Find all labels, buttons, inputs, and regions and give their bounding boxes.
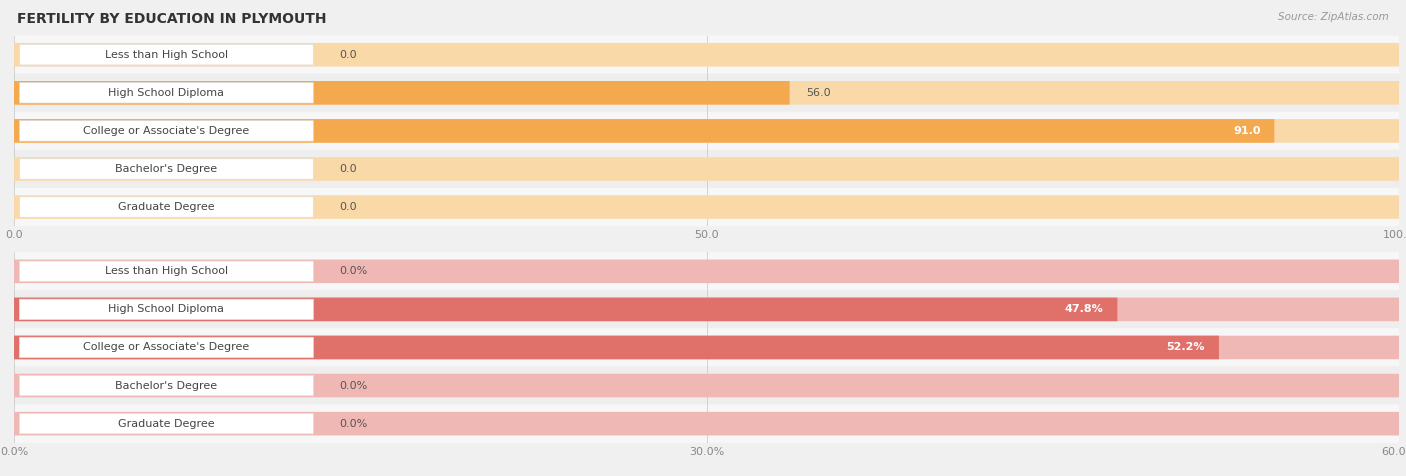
FancyBboxPatch shape [14,43,1399,67]
FancyBboxPatch shape [14,188,1399,226]
Text: High School Diploma: High School Diploma [108,88,225,98]
FancyBboxPatch shape [14,150,1399,188]
FancyBboxPatch shape [20,121,314,141]
FancyBboxPatch shape [14,119,1274,143]
Text: 0.0: 0.0 [339,164,357,174]
Text: 0.0%: 0.0% [339,266,368,277]
Text: Graduate Degree: Graduate Degree [118,418,215,429]
FancyBboxPatch shape [14,336,1219,359]
FancyBboxPatch shape [14,81,790,105]
FancyBboxPatch shape [14,367,1399,405]
FancyBboxPatch shape [14,328,1399,367]
Text: 0.0%: 0.0% [339,380,368,391]
FancyBboxPatch shape [20,159,314,179]
FancyBboxPatch shape [14,252,1399,290]
Text: College or Associate's Degree: College or Associate's Degree [83,342,249,353]
Text: Less than High School: Less than High School [105,50,228,60]
Text: Bachelor's Degree: Bachelor's Degree [115,164,218,174]
FancyBboxPatch shape [14,412,1399,436]
FancyBboxPatch shape [14,112,1399,150]
FancyBboxPatch shape [14,336,1399,359]
FancyBboxPatch shape [14,74,1399,112]
FancyBboxPatch shape [14,195,1399,219]
FancyBboxPatch shape [20,414,314,434]
FancyBboxPatch shape [20,376,314,396]
Text: 0.0: 0.0 [339,202,357,212]
FancyBboxPatch shape [14,405,1399,443]
Text: 0.0%: 0.0% [339,418,368,429]
Text: High School Diploma: High School Diploma [108,304,225,315]
FancyBboxPatch shape [20,337,314,357]
Text: College or Associate's Degree: College or Associate's Degree [83,126,249,136]
Text: Graduate Degree: Graduate Degree [118,202,215,212]
FancyBboxPatch shape [20,83,314,103]
Text: Less than High School: Less than High School [105,266,228,277]
Text: Source: ZipAtlas.com: Source: ZipAtlas.com [1278,12,1389,22]
Text: 0.0: 0.0 [339,50,357,60]
FancyBboxPatch shape [14,290,1399,328]
Text: Bachelor's Degree: Bachelor's Degree [115,380,218,391]
FancyBboxPatch shape [20,261,314,281]
FancyBboxPatch shape [14,259,1399,283]
FancyBboxPatch shape [14,119,1399,143]
FancyBboxPatch shape [14,36,1399,74]
FancyBboxPatch shape [20,299,314,319]
FancyBboxPatch shape [14,157,1399,181]
FancyBboxPatch shape [20,197,314,217]
Text: FERTILITY BY EDUCATION IN PLYMOUTH: FERTILITY BY EDUCATION IN PLYMOUTH [17,12,326,26]
Text: 91.0: 91.0 [1233,126,1261,136]
Text: 47.8%: 47.8% [1064,304,1104,315]
FancyBboxPatch shape [14,298,1399,321]
FancyBboxPatch shape [14,374,1399,397]
FancyBboxPatch shape [14,298,1118,321]
Text: 56.0: 56.0 [806,88,831,98]
Text: 52.2%: 52.2% [1167,342,1205,353]
FancyBboxPatch shape [14,81,1399,105]
FancyBboxPatch shape [20,45,314,65]
